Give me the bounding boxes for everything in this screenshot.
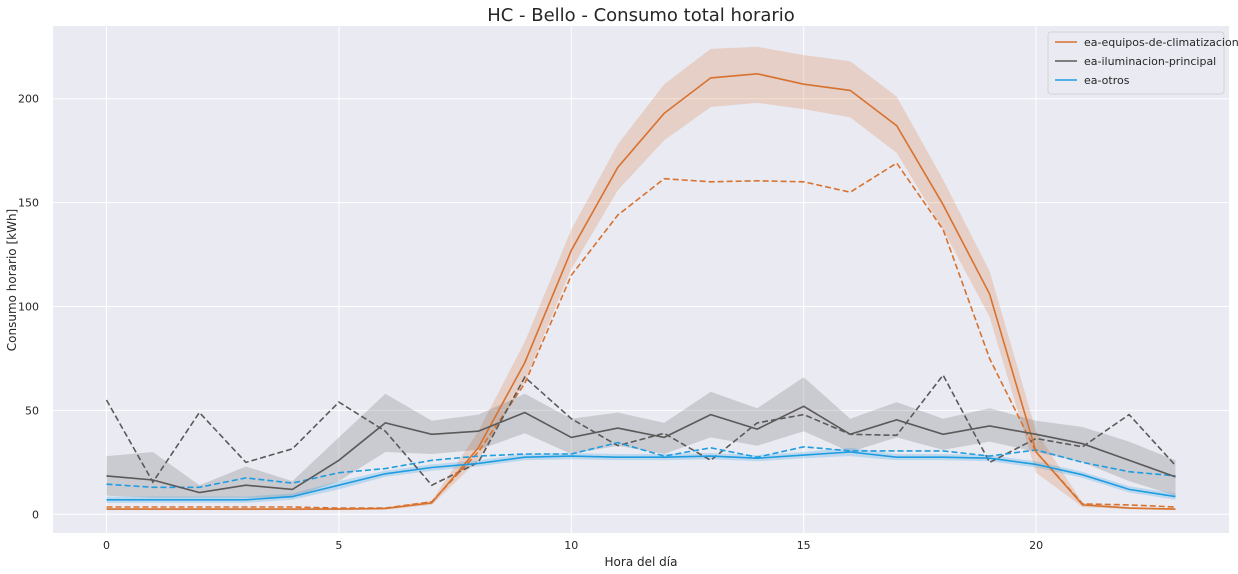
confidence-band — [106, 46, 1176, 511]
y-tick-label: 100 — [18, 301, 39, 314]
y-tick-label: 200 — [18, 93, 39, 106]
confidence-band — [106, 447, 1176, 503]
x-tick-label: 0 — [103, 539, 110, 552]
legend-entry: ea-equipos-de-climatizacion — [1084, 36, 1238, 49]
y-tick-labels: 0 50 100 150 200 — [18, 93, 39, 522]
chart-title: HC - Bello - Consumo total horario — [487, 5, 795, 26]
legend-box — [1047, 31, 1225, 95]
series-line-dashed — [106, 162, 1176, 509]
legend: ea-equipos-de-climatizacion ea-iluminacio… — [1047, 31, 1238, 95]
y-axis-label: Consumo horario [kWh] — [5, 209, 19, 351]
x-tick-label: 5 — [335, 539, 342, 552]
legend-entry: ea-iluminacion-principal — [1084, 55, 1216, 68]
y-tick-label: 0 — [32, 508, 39, 521]
series-line-dashed — [106, 441, 1176, 489]
y-tick-label: 50 — [25, 404, 39, 417]
series-line — [106, 451, 1176, 501]
x-tick-label: 20 — [1029, 539, 1043, 552]
confidence-bands — [106, 46, 1176, 511]
x-axis-label: Hora del día — [605, 555, 678, 569]
series-line — [106, 72, 1176, 510]
series-line — [106, 405, 1176, 494]
plot-background — [53, 26, 1229, 533]
x-tick-label: 15 — [797, 539, 811, 552]
x-tick-labels: 0 5 10 15 20 — [103, 539, 1043, 552]
confidence-band — [106, 377, 1176, 498]
legend-entry: ea-otros — [1084, 74, 1130, 87]
y-tick-label: 150 — [18, 197, 39, 210]
series-line-dashed — [105, 373, 1177, 487]
x-tick-label: 10 — [564, 539, 578, 552]
series-lines — [105, 72, 1177, 510]
gridlines — [53, 26, 1229, 533]
